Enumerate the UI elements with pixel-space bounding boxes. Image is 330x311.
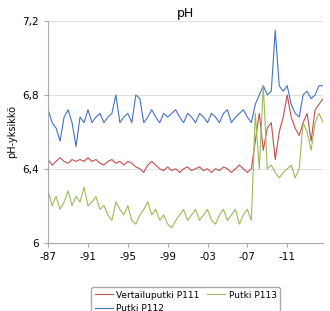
Putki P113 [162, 213, 166, 217]
Putki P113 [202, 213, 206, 217]
Vertailuputki P111 [46, 158, 50, 161]
Putki P113 [261, 84, 265, 88]
Putki P112 [86, 108, 90, 112]
Putki P112 [74, 145, 78, 148]
Vertailuputki P111 [202, 169, 206, 173]
Vertailuputki P111 [289, 115, 293, 119]
Putki P113 [46, 189, 50, 193]
Putki P112 [273, 29, 277, 32]
Y-axis label: pH-yksikkö: pH-yksikkö [7, 105, 17, 158]
Vertailuputki P111 [110, 158, 114, 161]
Putki P112 [46, 108, 50, 112]
Vertailuputki P111 [142, 170, 146, 174]
Putki P113 [82, 185, 86, 189]
Putki P113 [110, 219, 114, 222]
Putki P113 [130, 219, 134, 222]
Putki P112 [114, 93, 118, 97]
Title: pH: pH [177, 7, 194, 20]
Vertailuputki P111 [321, 97, 325, 100]
Putki P112 [321, 84, 325, 88]
Putki P112 [202, 115, 206, 119]
Vertailuputki P111 [82, 160, 86, 163]
Putki P113 [170, 226, 174, 230]
Line: Putki P112: Putki P112 [48, 30, 323, 146]
Putki P113 [289, 163, 293, 167]
Putki P112 [289, 102, 293, 106]
Legend: Vertailuputki P111, Putki P112, Putki P113: Vertailuputki P111, Putki P112, Putki P1… [91, 287, 280, 311]
Vertailuputki P111 [130, 161, 134, 165]
Line: Putki P113: Putki P113 [48, 86, 323, 228]
Line: Vertailuputki P111: Vertailuputki P111 [48, 95, 323, 172]
Vertailuputki P111 [166, 165, 170, 169]
Vertailuputki P111 [285, 93, 289, 97]
Putki P112 [134, 93, 138, 97]
Putki P113 [321, 121, 325, 124]
Putki P112 [166, 115, 170, 119]
